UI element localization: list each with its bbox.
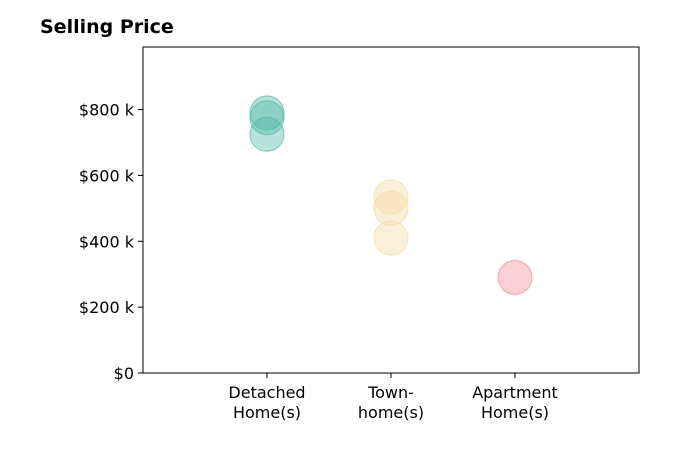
x-axis: Detached Home(s) Town-home(s) Apartment Home… — [228, 373, 558, 422]
data-point — [373, 220, 409, 256]
y-tick-label: $200 k — [79, 298, 135, 317]
data-point — [497, 260, 533, 296]
data-point — [249, 100, 285, 136]
x-tick-label: Detached Home(s) — [228, 383, 305, 422]
data-point — [249, 95, 285, 131]
y-tick-label: $400 k — [79, 232, 135, 251]
data-points — [249, 95, 533, 296]
data-point — [249, 116, 285, 152]
x-tick-label: Town-home(s) — [358, 383, 424, 422]
y-tick-label: $600 k — [79, 166, 135, 185]
x-tick-label: Apartment Home(s) — [472, 383, 558, 422]
chart-title: Selling Price — [40, 16, 174, 38]
data-point — [373, 179, 409, 215]
y-tick-label: $0 — [114, 364, 134, 383]
data-point — [373, 190, 409, 226]
y-axis: $0 $200 k $400 k $600 k $800 k — [79, 101, 143, 383]
plot-frame — [142, 46, 640, 374]
y-tick-label: $800 k — [79, 101, 135, 120]
